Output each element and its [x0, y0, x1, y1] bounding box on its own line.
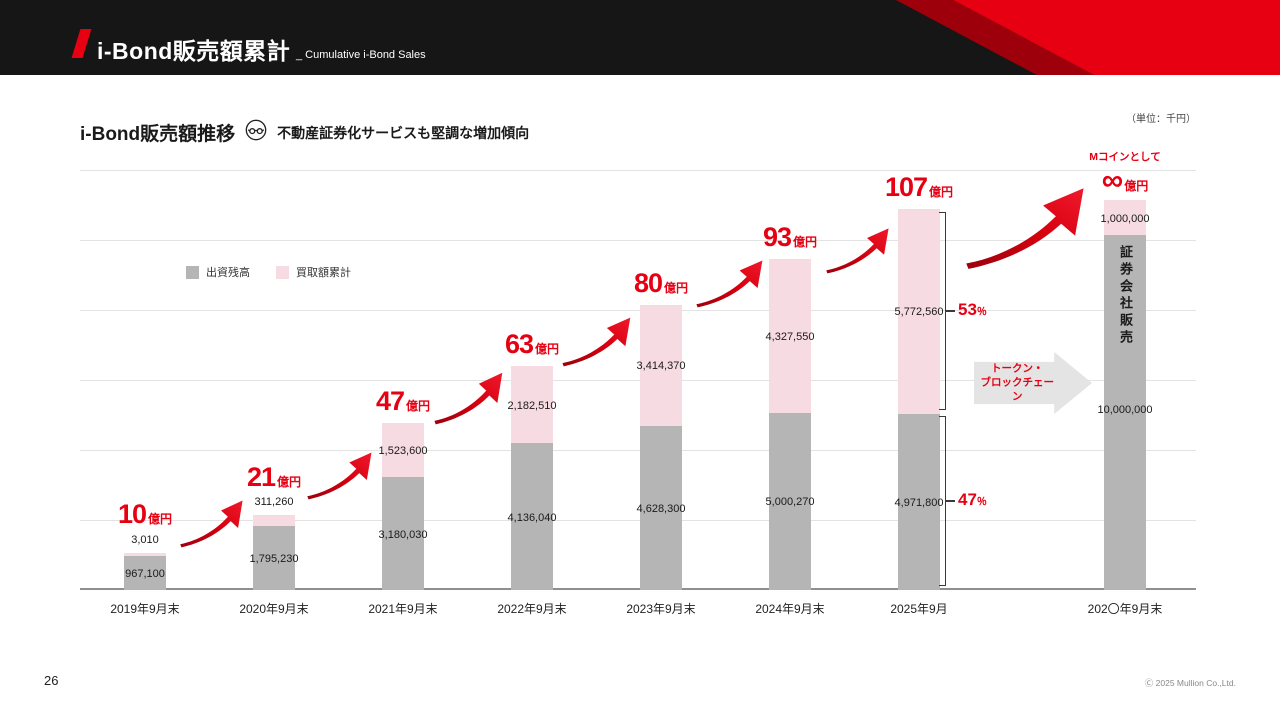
securities-sales-caption: 証券会社販売	[1118, 245, 1133, 348]
bar-gray-segment	[1104, 235, 1146, 590]
pink-value-label: 1,523,600	[378, 445, 428, 458]
red-slash-icon	[71, 29, 92, 58]
pink-value-label: 311,260	[254, 496, 294, 509]
total-oku-label: Mコインとして ∞ 億円	[1089, 151, 1161, 197]
gridline	[80, 520, 1196, 521]
legend-item-purchase: 買取額累計	[276, 264, 351, 280]
section-title-row: i-Bond販売額推移 不動産証券化サービスも堅調な増加傾向	[80, 119, 529, 146]
axis-label: 2021年9月末	[368, 602, 438, 616]
axis-label: 202〇年9月末	[1087, 602, 1163, 616]
bar-pink-segment	[640, 304, 682, 426]
chart-area: 出資残高 買取額累計 967,100 3,010 10 億円 1,795,230 311,…	[80, 152, 1196, 590]
total-oku-label: 107 億円	[884, 171, 954, 202]
axis-label: 2024年9月末	[755, 602, 825, 616]
bar-pink-segment	[253, 515, 295, 527]
legend-label: 買取額累計	[296, 267, 351, 279]
growth-arrow	[562, 317, 631, 367]
investment-share-bracket	[939, 416, 946, 586]
gray-value-label: 10,000,000	[1097, 404, 1153, 417]
unit-note: （単位：千円）	[1126, 114, 1196, 125]
gridline	[80, 380, 1196, 381]
chart-legend: 出資残高 買取額累計	[186, 264, 351, 280]
token-blockchain-label: トークン・ ブロックチェーン	[980, 362, 1055, 404]
page-title: i-Bond販売額累計	[97, 38, 291, 64]
total-oku-label: 63 億円	[504, 328, 560, 359]
gridline	[80, 450, 1196, 451]
pink-value-label: 3,414,370	[636, 360, 686, 373]
header-bar: i-Bond販売額累計 _ Cumulative i-Bond Sales	[0, 0, 1280, 75]
axis-label: 2025年9月	[890, 602, 948, 616]
total-oku-label: 10 億円	[117, 499, 173, 530]
growth-arrow-large	[966, 188, 1084, 269]
purchase-share-bracket	[939, 212, 946, 410]
axis-label: 2020年9月末	[239, 602, 309, 616]
growth-arrow	[826, 228, 889, 274]
bar-gray-segment	[253, 526, 295, 590]
gray-value-label: 967,100	[125, 567, 165, 580]
glasses-icon	[245, 119, 267, 146]
gridline	[80, 310, 1196, 311]
pink-value-label: 4,327,550	[765, 331, 815, 344]
gray-value-label: 3,180,030	[378, 528, 428, 541]
axis-label: 2019年9月末	[110, 602, 180, 616]
bar-gray-segment	[511, 443, 553, 590]
bar-gray-segment	[382, 477, 424, 590]
bar-pink-segment	[1104, 200, 1146, 236]
gridline	[80, 240, 1196, 241]
bar-pink-segment	[124, 552, 166, 556]
growth-arrow	[180, 500, 243, 548]
purchase-share-label: 53％	[958, 300, 987, 319]
pink-value-label: 5,772,560	[894, 306, 944, 319]
gray-value-label: 1,795,230	[249, 553, 299, 566]
gray-swatch-icon	[186, 265, 199, 279]
bar-pink-segment	[511, 365, 553, 444]
bar-pink-segment	[769, 259, 811, 413]
pink-swatch-icon	[276, 265, 289, 279]
axis-label: 2022年9月末	[497, 602, 567, 616]
legend-label: 出資残高	[206, 267, 250, 279]
legend-item-investment: 出資残高	[186, 264, 250, 280]
total-oku-label: 93 億円	[762, 221, 818, 252]
pink-value-label: 1,000,000	[1100, 212, 1150, 225]
bracket-tick	[946, 310, 955, 312]
copyright: Ⓒ 2025 Mullion Co.,Ltd.	[1144, 678, 1236, 688]
page-subtitle-en: _ Cumulative i-Bond Sales	[296, 49, 426, 61]
total-oku-label: 21 億円	[246, 461, 302, 492]
total-oku-label: 47 億円	[375, 385, 431, 416]
gray-value-label: 4,136,040	[507, 511, 557, 524]
x-axis-labels: 2019年9月末 2020年9月末 2021年9月末 2022年9月末 2023年9月末…	[80, 600, 1196, 620]
axis-label: 2023年9月末	[626, 602, 696, 616]
section-title: i-Bond販売額推移	[80, 124, 236, 145]
pink-value-label: 3,010	[131, 533, 159, 546]
growth-arrow	[434, 372, 503, 425]
total-oku-label: 80 億円	[633, 267, 689, 298]
bar-gray-segment	[898, 413, 940, 590]
bar-gray-segment	[769, 412, 811, 590]
section-tagline: 不動産証券化サービスも堅調な増加傾向	[277, 124, 530, 141]
investment-share-label: 47％	[958, 490, 987, 509]
page-number: 26	[44, 673, 59, 688]
bracket-tick	[946, 500, 955, 502]
gray-value-label: 5,000,270	[765, 496, 815, 509]
growth-arrow	[307, 452, 372, 500]
x-axis-line	[80, 588, 1196, 590]
bar-pink-segment	[382, 423, 424, 478]
gray-value-label: 4,628,300	[636, 502, 686, 515]
bar-gray-segment	[640, 425, 682, 590]
pink-value-label: 2,182,510	[507, 399, 557, 412]
gridline	[80, 170, 1196, 171]
bar-gray-segment	[124, 555, 166, 590]
gray-value-label: 4,971,800	[894, 496, 944, 509]
bar-pink-segment	[898, 209, 940, 414]
growth-arrow	[696, 260, 763, 308]
